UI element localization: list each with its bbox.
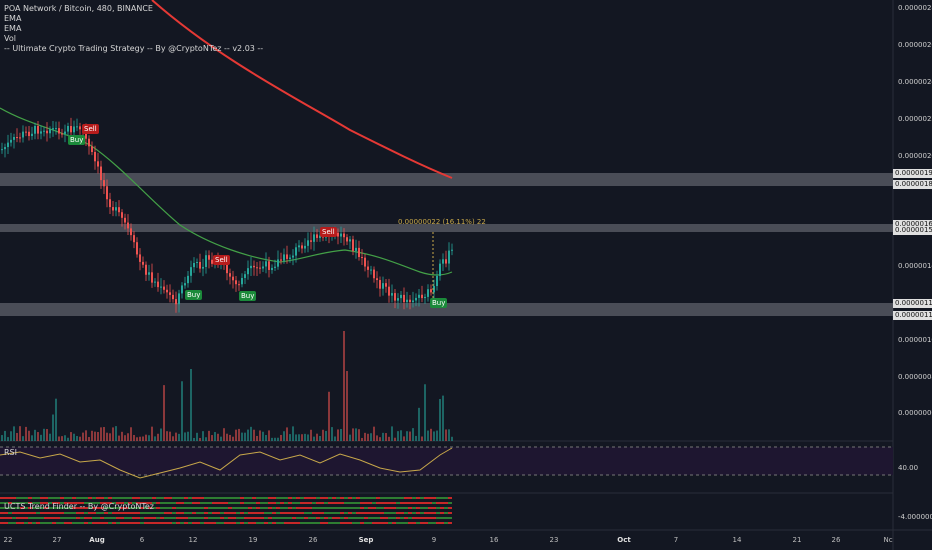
- time-tick: 9: [431, 536, 437, 544]
- ucts-trend-rows: [0, 497, 452, 524]
- price-zone-label: 0.00000119: [893, 299, 932, 308]
- support-zone: [0, 303, 893, 316]
- price-tick: 0.00000140: [898, 262, 932, 270]
- price-tick: 0.00000280: [898, 4, 932, 12]
- time-tick: 26: [831, 536, 841, 544]
- volume-bars: [1, 331, 453, 441]
- time-tick: 7: [673, 536, 679, 544]
- time-tick: 22: [3, 536, 13, 544]
- price-tick: 0.00000200: [898, 152, 932, 160]
- time-tick: 21: [792, 536, 802, 544]
- sell-signal[interactable]: Sell: [320, 227, 337, 237]
- time-tick: Nc: [883, 536, 893, 544]
- price-tick: 0.00000060: [898, 409, 932, 417]
- legend-vol: Vol: [4, 34, 16, 43]
- time-tick: 6: [139, 536, 145, 544]
- legend-title: POA Network / Bitcoin, 480, BINANCE: [4, 4, 153, 13]
- price-zone-label: 0.00000113: [893, 311, 932, 320]
- time-tick: 12: [188, 536, 198, 544]
- price-candles: [1, 117, 453, 313]
- price-zone-label: 0.00000159: [893, 226, 932, 235]
- rsi-line: [0, 447, 453, 479]
- price-zone-label: 0.00000163: [893, 220, 932, 229]
- time-tick: Aug: [89, 536, 105, 544]
- price-tick: 0.00000100: [898, 336, 932, 344]
- buy-signal[interactable]: Buy: [430, 298, 448, 308]
- price-zone-label: 0.00000184: [893, 180, 932, 189]
- rsi-tick: 40.00: [898, 464, 919, 472]
- measure-label: 0.00000022 (16.11%) 22: [398, 218, 486, 226]
- resistance-zone-mid: [0, 224, 893, 232]
- time-tick: 26: [308, 536, 318, 544]
- ema-slow-line: [151, 0, 453, 179]
- time-tick: 23: [549, 536, 559, 544]
- price-tick: 0.00000080: [898, 373, 932, 381]
- time-tick: Oct: [617, 536, 631, 544]
- time-tick: 27: [52, 536, 62, 544]
- resistance-zone-top: [0, 173, 893, 186]
- legend-ema-1: EMA: [4, 14, 22, 23]
- time-tick: 16: [489, 536, 499, 544]
- legend-strategy: -- Ultimate Crypto Trading Strategy -- B…: [4, 44, 264, 53]
- price-tick: 0.00000240: [898, 78, 932, 86]
- chart-legend: POA Network / Bitcoin, 480, BINANCE EMA …: [4, 4, 263, 54]
- legend-ema-2: EMA: [4, 24, 22, 33]
- sell-signal[interactable]: Sell: [213, 255, 230, 265]
- ucts-tick: -4.00000000: [898, 513, 932, 521]
- buy-signal[interactable]: Buy: [68, 135, 86, 145]
- ucts-label: UCTS Trend Finder -- By @CryptoNTez: [4, 502, 154, 511]
- rsi-label: RSI: [4, 448, 17, 457]
- time-tick: 19: [248, 536, 258, 544]
- price-tick: 0.00000260: [898, 41, 932, 49]
- time-tick: Sep: [358, 536, 374, 544]
- sell-signal[interactable]: Sell: [82, 124, 99, 134]
- buy-signal[interactable]: Buy: [239, 291, 257, 301]
- price-tick: 0.00000220: [898, 115, 932, 123]
- buy-signal[interactable]: Buy: [185, 290, 203, 300]
- time-tick: 14: [732, 536, 742, 544]
